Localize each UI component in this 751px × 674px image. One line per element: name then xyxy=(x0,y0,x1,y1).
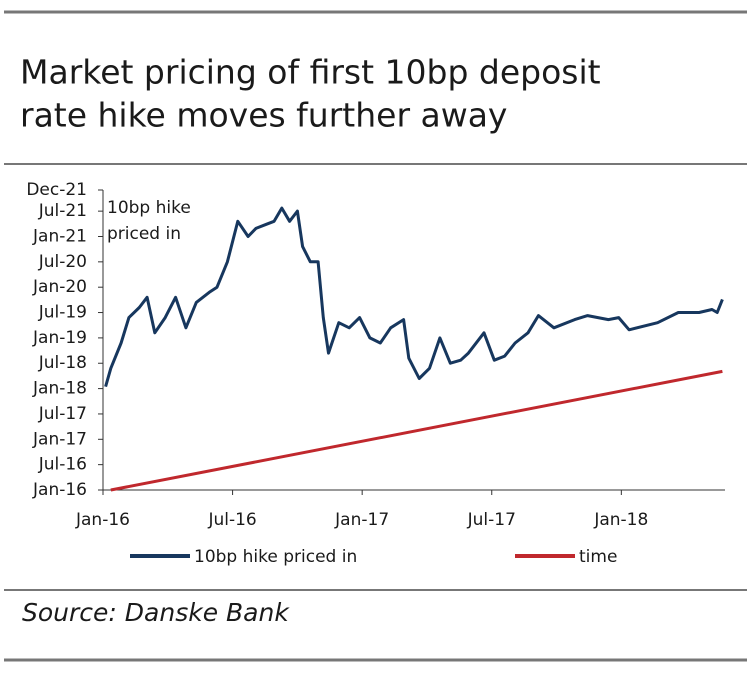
y-tick-label: Jan-21 xyxy=(32,226,87,246)
x-tick-label: Jan-17 xyxy=(334,510,389,530)
y-tick-label: Jul-21 xyxy=(38,201,87,221)
y-tick-label: Jul-20 xyxy=(38,252,87,272)
x-tick-label: Jul-16 xyxy=(207,510,256,530)
annotation: priced in xyxy=(107,224,181,244)
series-line xyxy=(104,206,724,388)
y-tick-label: Jul-17 xyxy=(38,404,87,424)
y-tick-label: Jan-18 xyxy=(32,379,87,399)
x-tick-label: Jan-18 xyxy=(593,510,648,530)
source: Source: Danske Bank xyxy=(22,598,290,627)
annotation: 10bp hike xyxy=(107,198,191,218)
legend-label: 10bp hike priced in xyxy=(194,547,357,567)
y-tick-label: Jan-19 xyxy=(32,328,87,348)
y-tick-label: Jan-17 xyxy=(32,429,87,449)
x-tick-label: Jan-16 xyxy=(75,510,130,530)
series-line xyxy=(110,369,723,492)
x-tick-label: Jul-17 xyxy=(467,510,516,530)
y-tick-label: Jan-20 xyxy=(32,277,87,297)
y-tick-label: Jul-18 xyxy=(38,353,87,373)
y-tick-label: Jan-16 xyxy=(32,480,87,500)
legend-label: time xyxy=(579,547,617,567)
chart-title: rate hike moves further away xyxy=(20,96,507,135)
y-tick-label: Jul-19 xyxy=(38,303,87,323)
y-tick-label: Jul-16 xyxy=(38,455,87,475)
y-tick-label: Dec-21 xyxy=(26,180,87,200)
chart-title: Market pricing of first 10bp deposit xyxy=(20,53,601,92)
